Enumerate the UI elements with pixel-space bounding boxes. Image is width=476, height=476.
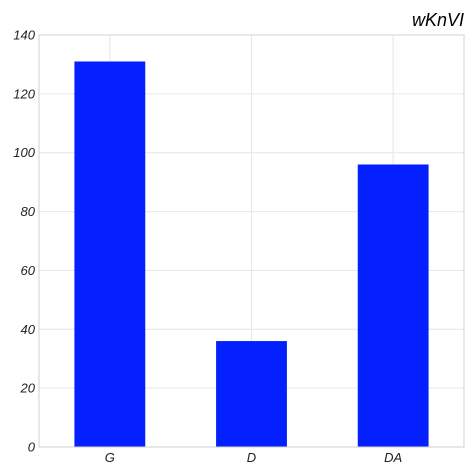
y-tick-label: 60: [21, 263, 36, 278]
y-tick-label: 0: [28, 440, 36, 455]
y-tick-label: 20: [20, 381, 36, 396]
bar-g: [74, 61, 146, 447]
y-axis-ticks: 0 20 40 60 80 100 120 140: [13, 28, 35, 455]
chart-title: wKnVI: [412, 10, 464, 30]
y-tick-label: 140: [13, 28, 35, 43]
x-axis-ticks: G D DA: [105, 450, 402, 465]
y-tick-label: 80: [21, 204, 36, 219]
plot-frame: [38, 34, 465, 448]
y-tick-label: 120: [13, 86, 35, 101]
x-tick-label: G: [105, 450, 115, 465]
y-tick-label: 40: [21, 322, 36, 337]
bars: [74, 61, 429, 447]
bar-d: [216, 341, 287, 447]
y-tick-label: 100: [13, 145, 35, 160]
x-tick-label: D: [247, 450, 256, 465]
bar-da: [357, 164, 429, 447]
x-tick-label: DA: [384, 450, 402, 465]
